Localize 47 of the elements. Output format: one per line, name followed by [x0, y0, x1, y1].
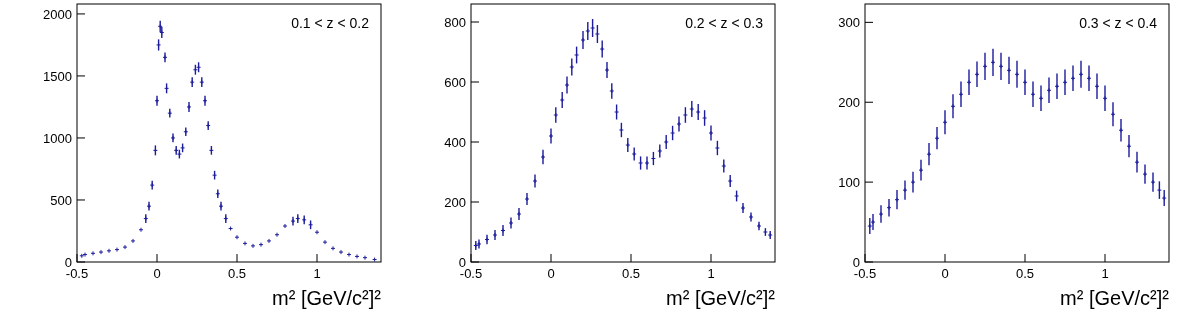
annotation: 0.3 < z < 0.4 — [1079, 15, 1158, 31]
y-tick-label: 1000 — [43, 130, 72, 146]
x-tick-label: 0 — [941, 266, 949, 281]
point — [130, 238, 136, 244]
y-tick-label: 300 — [838, 15, 860, 31]
x-tick-label: 0.5 — [621, 266, 641, 281]
point — [114, 247, 120, 253]
x-tick-label: 0 — [547, 266, 555, 281]
x-axis-title: m² [GeV/c²]² — [272, 287, 382, 309]
point — [330, 245, 336, 251]
y-tick-label: 800 — [444, 15, 466, 30]
x-axis-title: m² [GeV/c²]² — [666, 287, 776, 309]
point — [106, 248, 112, 254]
x-tick-label: 0.5 — [227, 266, 247, 281]
x-tick-label: 1 — [313, 266, 321, 281]
point — [234, 234, 240, 240]
point — [274, 232, 280, 238]
y-tick-label: 1500 — [43, 68, 72, 84]
point — [266, 238, 272, 244]
y-tick-label: 200 — [838, 95, 860, 111]
y-tick-label: 400 — [444, 135, 466, 150]
point — [122, 244, 128, 250]
point — [250, 243, 256, 249]
y-tick-label: 600 — [444, 75, 466, 90]
point — [322, 239, 328, 245]
point — [346, 252, 352, 258]
annotation: 0.1 < z < 0.2 — [291, 15, 370, 31]
point — [90, 250, 96, 256]
x-tick-label: 1 — [707, 266, 715, 281]
y-tick-label: 100 — [838, 175, 860, 191]
annotation: 0.2 < z < 0.3 — [685, 15, 764, 31]
point — [314, 229, 320, 235]
point — [242, 240, 248, 246]
point — [362, 255, 368, 261]
point — [138, 227, 144, 233]
point — [354, 253, 360, 259]
x-axis-title: m² [GeV/c²]² — [1060, 287, 1170, 309]
y-tick-label: 2000 — [43, 6, 72, 22]
x-tick-label: 0.5 — [1015, 266, 1035, 281]
point — [258, 242, 264, 248]
point — [98, 249, 104, 255]
x-tick-label: 0 — [153, 266, 161, 281]
point — [338, 249, 344, 255]
point — [282, 223, 288, 229]
x-tick-label: 1 — [1101, 266, 1109, 281]
y-tick-label: 200 — [444, 195, 466, 210]
y-tick-label: 500 — [50, 192, 72, 208]
